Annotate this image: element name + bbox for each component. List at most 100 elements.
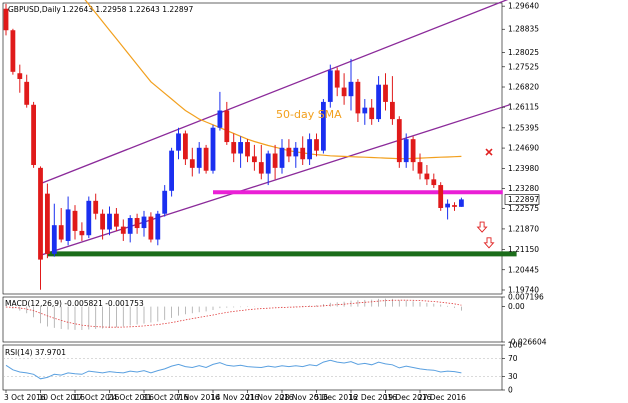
price-tick-label: 1.19740 bbox=[508, 285, 539, 294]
candle-body bbox=[134, 218, 140, 229]
candle-body bbox=[369, 107, 375, 120]
candle-body bbox=[307, 139, 312, 160]
candle-body bbox=[155, 213, 161, 240]
macd-tick-label: 0.00 bbox=[508, 302, 525, 311]
chart-ohlc: 1.22643 1.22958 1.22643 1.22897 bbox=[62, 5, 193, 14]
candle-body bbox=[300, 147, 306, 160]
candle-body bbox=[438, 185, 444, 208]
candle-body bbox=[417, 162, 423, 174]
candle-body bbox=[445, 203, 450, 208]
candle-body bbox=[203, 147, 209, 171]
candle-body bbox=[86, 200, 92, 236]
candle-body bbox=[327, 70, 333, 102]
price-tick-label: 1.21870 bbox=[508, 224, 539, 233]
rsi-tick-label: 0 bbox=[508, 386, 513, 395]
price-axis: 1.29640 1.28835 1.28025 1.27525 1.26820 1.261… bbox=[502, 2, 540, 294]
candle-body bbox=[100, 213, 105, 230]
candle-body bbox=[93, 200, 99, 214]
candle-body bbox=[224, 110, 230, 143]
price-tick-label: 1.25395 bbox=[508, 123, 539, 132]
candle-body bbox=[65, 209, 71, 241]
rsi-tick-label: 100 bbox=[508, 341, 523, 350]
candle-body bbox=[217, 110, 223, 128]
date-tick-label: 5 Dec 2016 bbox=[315, 393, 358, 402]
rsi-tick-label: 30 bbox=[508, 372, 518, 381]
candle-body bbox=[51, 225, 57, 254]
price-tick-label: 1.28835 bbox=[508, 25, 539, 34]
chart-symbol: GBPUSD,Daily bbox=[8, 5, 61, 14]
price-tick-label: 1.21150 bbox=[508, 245, 539, 254]
candle-body bbox=[120, 226, 126, 234]
candle-body bbox=[72, 210, 78, 231]
candle-body bbox=[293, 147, 299, 157]
candle-body bbox=[10, 30, 16, 72]
candle-body bbox=[258, 162, 264, 174]
price-tick-label: 1.24690 bbox=[508, 144, 539, 153]
price-tick-label: 1.26820 bbox=[508, 83, 539, 92]
candle-body bbox=[210, 127, 216, 171]
candle-body bbox=[403, 139, 409, 163]
candle-body bbox=[17, 73, 23, 79]
date-tick-label: 24 Oct 2016 bbox=[108, 393, 155, 402]
candle-body bbox=[176, 133, 181, 151]
rsi-label: RSI(14) 37.9701 bbox=[5, 348, 66, 357]
price-tick-label: 1.22575 bbox=[508, 204, 539, 213]
candle-body bbox=[272, 153, 278, 168]
candle-body bbox=[334, 70, 340, 88]
price-tick-label: 1.28025 bbox=[508, 48, 539, 57]
candle-body bbox=[107, 213, 112, 230]
candle-body bbox=[341, 87, 347, 97]
candle-body bbox=[169, 150, 174, 191]
down-arrow-icon bbox=[476, 221, 488, 233]
date-tick-label: 28 Nov 2016 bbox=[280, 393, 328, 402]
candle-body bbox=[431, 179, 437, 186]
rsi-line bbox=[5, 359, 462, 380]
cross-marker-icon bbox=[485, 148, 493, 156]
candle-body bbox=[314, 139, 319, 151]
down-arrow-icon bbox=[483, 237, 495, 249]
date-tick-label: 10 Oct 2016 bbox=[39, 393, 86, 402]
price-tick-label: 1.26115 bbox=[508, 103, 539, 112]
candle-body bbox=[141, 216, 147, 229]
macd-tick-label: -0.026604 bbox=[508, 338, 547, 347]
candle-body bbox=[245, 142, 250, 157]
candle-body bbox=[3, 8, 9, 31]
date-tick-label: 14 Nov 2016 bbox=[211, 393, 259, 402]
candle-body bbox=[58, 225, 64, 240]
candle-body bbox=[348, 81, 354, 97]
candle-body bbox=[148, 216, 154, 240]
candle-body bbox=[390, 101, 395, 120]
candle-body bbox=[79, 230, 85, 236]
price-tick-label: 1.27525 bbox=[508, 62, 539, 71]
sma-line bbox=[84, 0, 462, 160]
last-price-label: 1.22897 bbox=[508, 195, 539, 204]
candle-body bbox=[396, 119, 402, 163]
candle-body bbox=[231, 142, 237, 154]
candle-body bbox=[265, 153, 271, 174]
candle-body bbox=[238, 142, 243, 154]
candle-body bbox=[31, 104, 36, 165]
candle-body bbox=[459, 199, 464, 207]
candle-body bbox=[376, 84, 381, 120]
price-tick-label: 1.23280 bbox=[508, 184, 539, 193]
sma-label: 50-day SMA bbox=[276, 108, 342, 121]
candle-body bbox=[355, 81, 361, 114]
rsi-plot: 100 70 30 0 bbox=[3, 341, 523, 395]
macd-pane-frame bbox=[2, 296, 503, 343]
rsi-tick-label: 70 bbox=[508, 354, 518, 363]
main-pane-frame bbox=[2, 2, 503, 295]
candle-body bbox=[452, 205, 457, 207]
candle-body bbox=[279, 147, 285, 168]
date-tick-label: 31 Oct 2016 bbox=[142, 393, 189, 402]
price-plot bbox=[3, 0, 517, 290]
candle-body bbox=[196, 147, 202, 168]
candle-body bbox=[189, 159, 195, 168]
date-tick-label: 27 Dec 2016 bbox=[418, 393, 466, 402]
macd-signal-line bbox=[5, 299, 462, 328]
date-tick-label: 19 Dec 2016 bbox=[384, 393, 432, 402]
candle-body bbox=[45, 193, 50, 254]
